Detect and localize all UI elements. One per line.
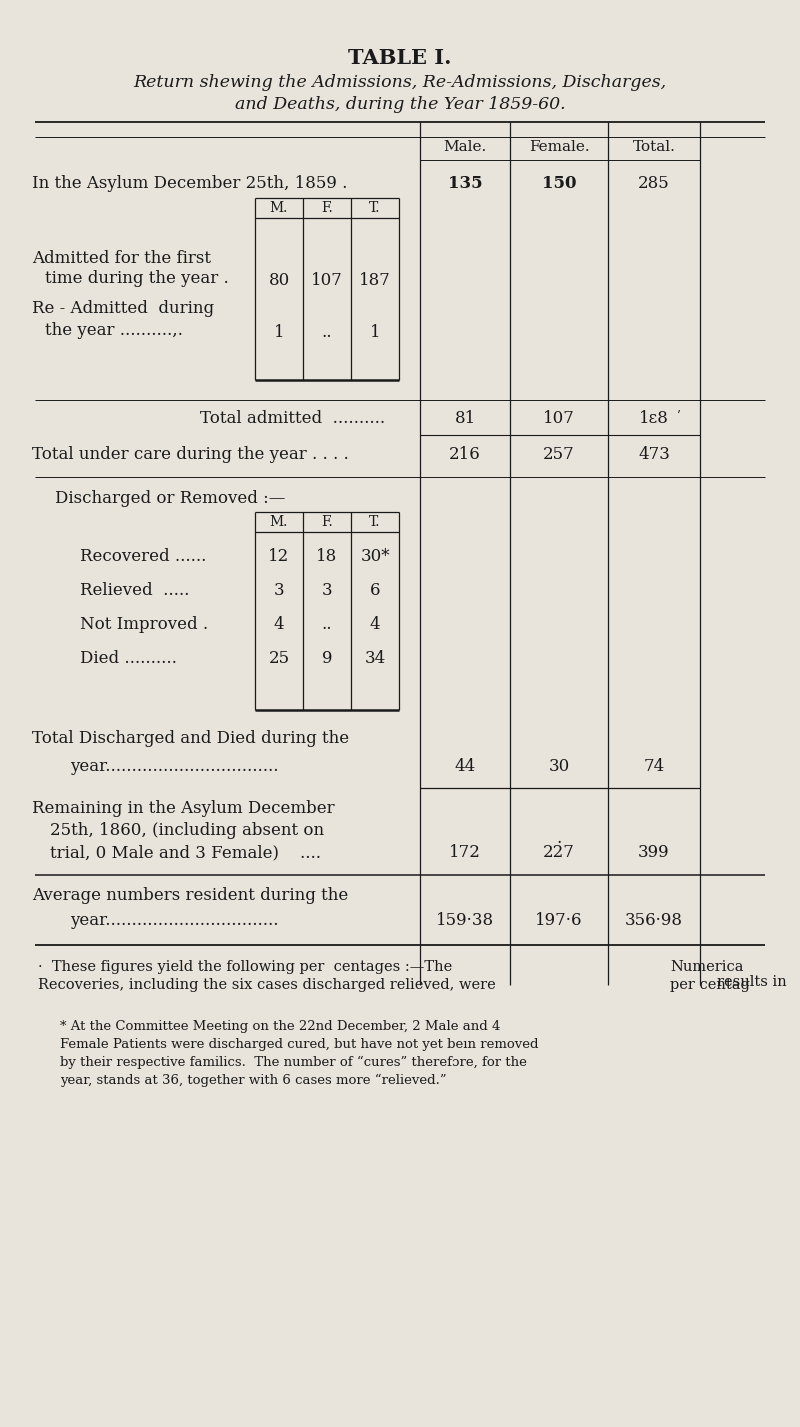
Text: 34: 34 <box>364 651 386 666</box>
Text: Re - Admitted  during: Re - Admitted during <box>32 300 214 317</box>
Text: Female Patients were discharged cured, but have not yet beın removed: Female Patients were discharged cured, b… <box>60 1037 538 1052</box>
Text: Average numbers resident during the: Average numbers resident during the <box>32 888 348 903</box>
Text: Total admitted  ..........: Total admitted .......... <box>200 410 385 427</box>
Text: 399: 399 <box>638 843 670 860</box>
Text: 74: 74 <box>643 758 665 775</box>
Text: ..: .. <box>322 324 332 341</box>
Text: 81: 81 <box>454 410 476 427</box>
Text: year, stands at 36, together with 6 cases more “relieved.”: year, stands at 36, together with 6 case… <box>60 1075 446 1087</box>
Text: 473: 473 <box>638 447 670 462</box>
Text: 6: 6 <box>370 582 380 599</box>
Text: 18: 18 <box>316 548 338 565</box>
Text: TABLE I.: TABLE I. <box>348 49 452 68</box>
Text: 135: 135 <box>448 176 482 193</box>
Text: ’: ’ <box>676 410 680 422</box>
Text: 216: 216 <box>449 447 481 462</box>
Text: time during the year .: time during the year . <box>45 270 229 287</box>
Text: Return shewing the Admissions, Re-Admissions, Discharges,: Return shewing the Admissions, Re-Admiss… <box>134 74 666 91</box>
Text: Numerica: Numerica <box>670 960 743 975</box>
Text: 1: 1 <box>274 324 284 341</box>
Text: Total Discharged and Died during the: Total Discharged and Died during the <box>32 731 349 746</box>
Text: 4: 4 <box>370 616 380 634</box>
Text: 107: 107 <box>543 410 575 427</box>
Text: M.: M. <box>270 201 288 215</box>
Text: year.................................: year................................. <box>70 912 278 929</box>
Text: F.: F. <box>321 515 333 529</box>
Text: results in: results in <box>717 975 786 989</box>
Text: 4: 4 <box>274 616 284 634</box>
Text: T.: T. <box>370 515 381 529</box>
Text: Admitted for the first: Admitted for the first <box>32 250 211 267</box>
Text: 172: 172 <box>449 843 481 860</box>
Text: Total.: Total. <box>633 140 675 154</box>
Text: year.................................: year................................. <box>70 758 278 775</box>
Text: Total under care during the year . . . .: Total under care during the year . . . . <box>32 447 349 462</box>
Text: * At the Committee Meeting on the 22nd December, 2 Male and 4: * At the Committee Meeting on the 22nd D… <box>60 1020 500 1033</box>
Text: 3: 3 <box>322 582 332 599</box>
Text: Not Improved .: Not Improved . <box>80 616 208 634</box>
Text: 197·6: 197·6 <box>535 912 582 929</box>
Text: 356·98: 356·98 <box>625 912 683 929</box>
Text: In the Asylum December 25th, 1859 .: In the Asylum December 25th, 1859 . <box>32 176 347 193</box>
Text: 285: 285 <box>638 176 670 193</box>
Text: 1: 1 <box>370 324 380 341</box>
Text: the year ..........,.: the year ..........,. <box>45 323 183 340</box>
Text: 44: 44 <box>454 758 476 775</box>
Text: 30*: 30* <box>360 548 390 565</box>
Text: 25th, 1860, (including absent on: 25th, 1860, (including absent on <box>50 822 324 839</box>
Text: M.: M. <box>270 515 288 529</box>
Text: trial, 0 Male and 3 Female)    ....: trial, 0 Male and 3 Female) .... <box>50 843 321 860</box>
Text: per centag: per centag <box>670 977 750 992</box>
Text: T.: T. <box>370 201 381 215</box>
Text: 25: 25 <box>269 651 290 666</box>
Text: 257: 257 <box>543 447 575 462</box>
Text: 150: 150 <box>542 176 576 193</box>
Text: 9: 9 <box>322 651 332 666</box>
Text: 107: 107 <box>311 273 343 290</box>
Text: 227: 227 <box>543 843 575 860</box>
Text: ..: .. <box>322 616 332 634</box>
Text: Recoveries, including the six cases discharged relieved, were: Recoveries, including the six cases disc… <box>38 977 496 992</box>
Text: .: . <box>556 831 562 848</box>
Text: and Deaths, during the Year 1859-60.: and Deaths, during the Year 1859-60. <box>234 96 566 113</box>
Text: F.: F. <box>321 201 333 215</box>
Text: 12: 12 <box>268 548 290 565</box>
Text: 159·38: 159·38 <box>436 912 494 929</box>
Text: Remaining in the Asylum December: Remaining in the Asylum December <box>32 801 334 818</box>
Text: 80: 80 <box>268 273 290 290</box>
Text: ·  These figures yield the following per  centages :—The: · These figures yield the following per … <box>38 960 452 975</box>
Text: Died ..........: Died .......... <box>80 651 177 666</box>
Text: Discharged or Removed :—: Discharged or Removed :— <box>55 489 286 507</box>
Text: Recovered ......: Recovered ...... <box>80 548 206 565</box>
Text: 1ε8: 1ε8 <box>639 410 669 427</box>
Text: 3: 3 <box>274 582 284 599</box>
Text: Relieved  .....: Relieved ..... <box>80 582 190 599</box>
Text: 187: 187 <box>359 273 391 290</box>
Text: Male.: Male. <box>443 140 486 154</box>
Text: by their respective familics.  The number of “cures” therefɔre, for the: by their respective familics. The number… <box>60 1056 527 1069</box>
Text: 30: 30 <box>548 758 570 775</box>
Text: Female.: Female. <box>529 140 590 154</box>
